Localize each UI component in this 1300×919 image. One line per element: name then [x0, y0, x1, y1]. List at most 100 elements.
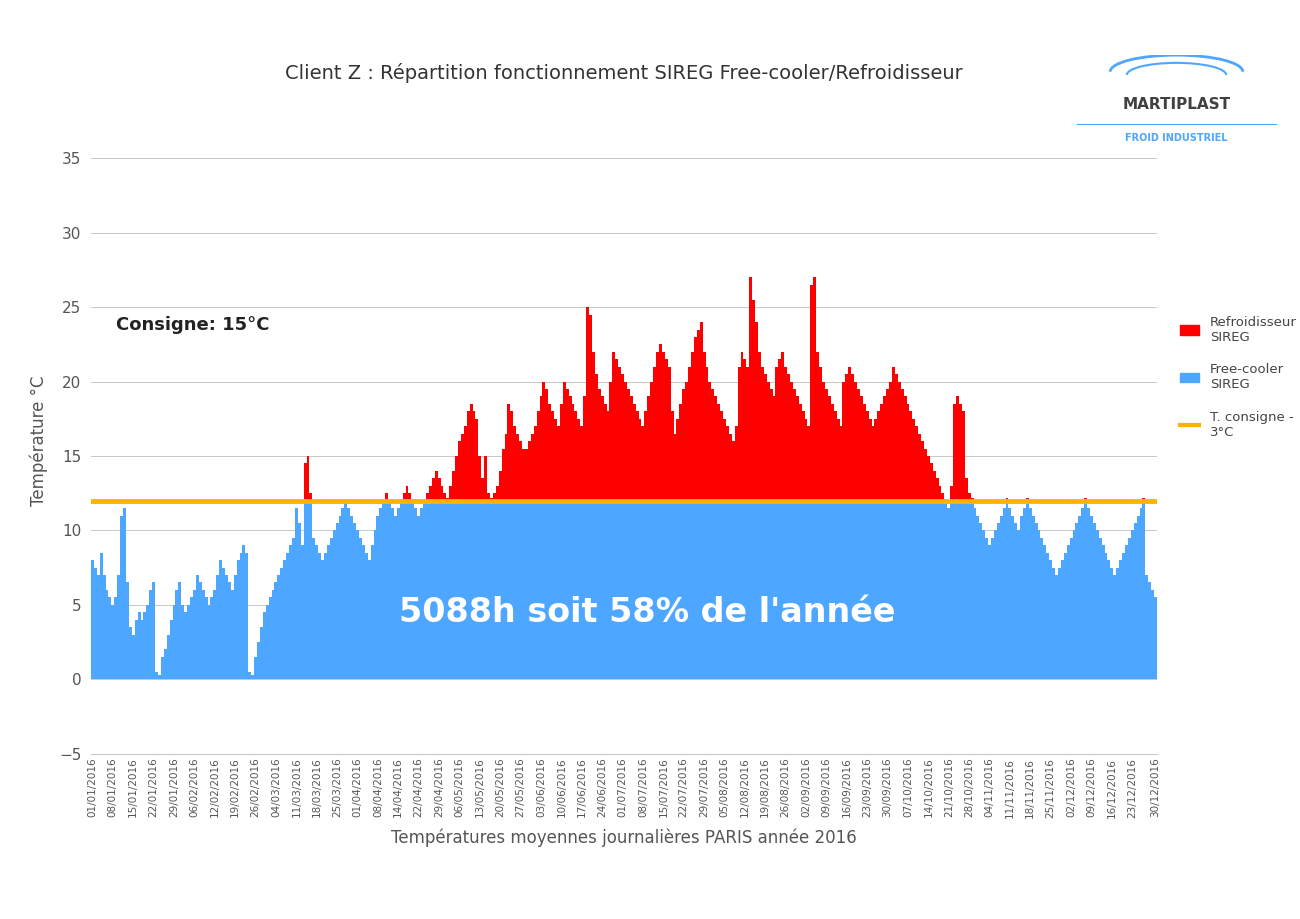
Bar — [685, 501, 688, 679]
Bar — [131, 634, 135, 679]
Bar — [708, 381, 711, 501]
Bar — [802, 501, 805, 679]
Bar — [452, 501, 455, 679]
Bar — [956, 501, 959, 679]
Bar — [514, 426, 516, 501]
Bar — [699, 322, 702, 501]
Bar — [994, 530, 997, 679]
Bar — [283, 561, 286, 679]
Bar — [196, 575, 199, 679]
Bar — [589, 314, 592, 501]
Text: Client Z : Répartition fonctionnement SIREG Free-cooler/Refroidisseur: Client Z : Répartition fonctionnement SI… — [285, 62, 963, 83]
Bar — [546, 501, 549, 679]
Bar — [443, 501, 446, 679]
Bar — [941, 494, 944, 501]
Bar — [556, 426, 560, 501]
Bar — [159, 675, 161, 679]
Bar — [300, 545, 304, 679]
Bar — [458, 441, 461, 501]
Bar — [601, 501, 603, 679]
Bar — [173, 605, 176, 679]
Bar — [615, 501, 619, 679]
Bar — [880, 501, 883, 679]
Bar — [662, 352, 664, 501]
Bar — [488, 501, 490, 679]
Bar — [464, 501, 467, 679]
Bar — [697, 330, 699, 501]
Bar — [1122, 552, 1124, 679]
Bar — [373, 530, 377, 679]
Bar — [664, 501, 668, 679]
Bar — [577, 501, 580, 679]
Bar — [948, 508, 950, 679]
Bar — [842, 381, 845, 501]
Bar — [152, 583, 155, 679]
Bar — [1052, 568, 1056, 679]
Bar — [551, 501, 554, 679]
Bar — [924, 448, 927, 501]
Bar — [842, 501, 845, 679]
Bar — [394, 516, 396, 679]
Bar — [607, 501, 610, 679]
Bar — [718, 404, 720, 501]
Bar — [910, 412, 913, 501]
Bar — [866, 501, 868, 679]
Bar — [1017, 530, 1020, 679]
Bar — [786, 374, 790, 501]
Bar — [243, 545, 246, 679]
Bar — [779, 501, 781, 679]
Bar — [208, 605, 211, 679]
Bar — [289, 545, 292, 679]
Bar — [988, 545, 991, 679]
Bar — [983, 530, 985, 679]
Bar — [720, 501, 723, 679]
Bar — [292, 538, 295, 679]
Bar — [326, 545, 330, 679]
Bar — [603, 501, 607, 679]
Bar — [936, 478, 939, 501]
Bar — [537, 412, 540, 501]
Bar — [772, 396, 776, 501]
Bar — [749, 278, 753, 501]
Bar — [534, 426, 537, 501]
Bar — [659, 345, 662, 501]
Bar — [1005, 501, 1009, 679]
Bar — [633, 501, 636, 679]
Bar — [446, 498, 450, 501]
Bar — [481, 501, 484, 679]
Bar — [472, 412, 476, 501]
Bar — [723, 419, 725, 501]
Bar — [760, 367, 764, 501]
Bar — [563, 381, 566, 501]
Bar — [1084, 501, 1087, 679]
Bar — [641, 426, 645, 501]
Bar — [927, 501, 930, 679]
Bar — [967, 494, 971, 501]
Bar — [924, 501, 927, 679]
Bar — [840, 426, 842, 501]
Bar — [913, 501, 915, 679]
Bar — [854, 501, 857, 679]
Bar — [852, 501, 854, 679]
Bar — [755, 322, 758, 501]
Bar — [668, 501, 671, 679]
Bar — [199, 583, 202, 679]
Bar — [796, 501, 798, 679]
Bar — [237, 561, 239, 679]
Bar — [941, 501, 944, 679]
Bar — [753, 501, 755, 679]
Bar — [939, 486, 941, 501]
Bar — [502, 448, 504, 501]
Bar — [350, 516, 354, 679]
Bar — [525, 448, 528, 501]
Bar — [1067, 545, 1070, 679]
Bar — [831, 404, 833, 501]
Bar — [887, 389, 889, 501]
Bar — [779, 359, 781, 501]
Bar — [551, 412, 554, 501]
Bar — [962, 412, 965, 501]
Bar — [688, 501, 692, 679]
Bar — [781, 352, 784, 501]
Bar — [636, 501, 638, 679]
Bar — [572, 404, 575, 501]
